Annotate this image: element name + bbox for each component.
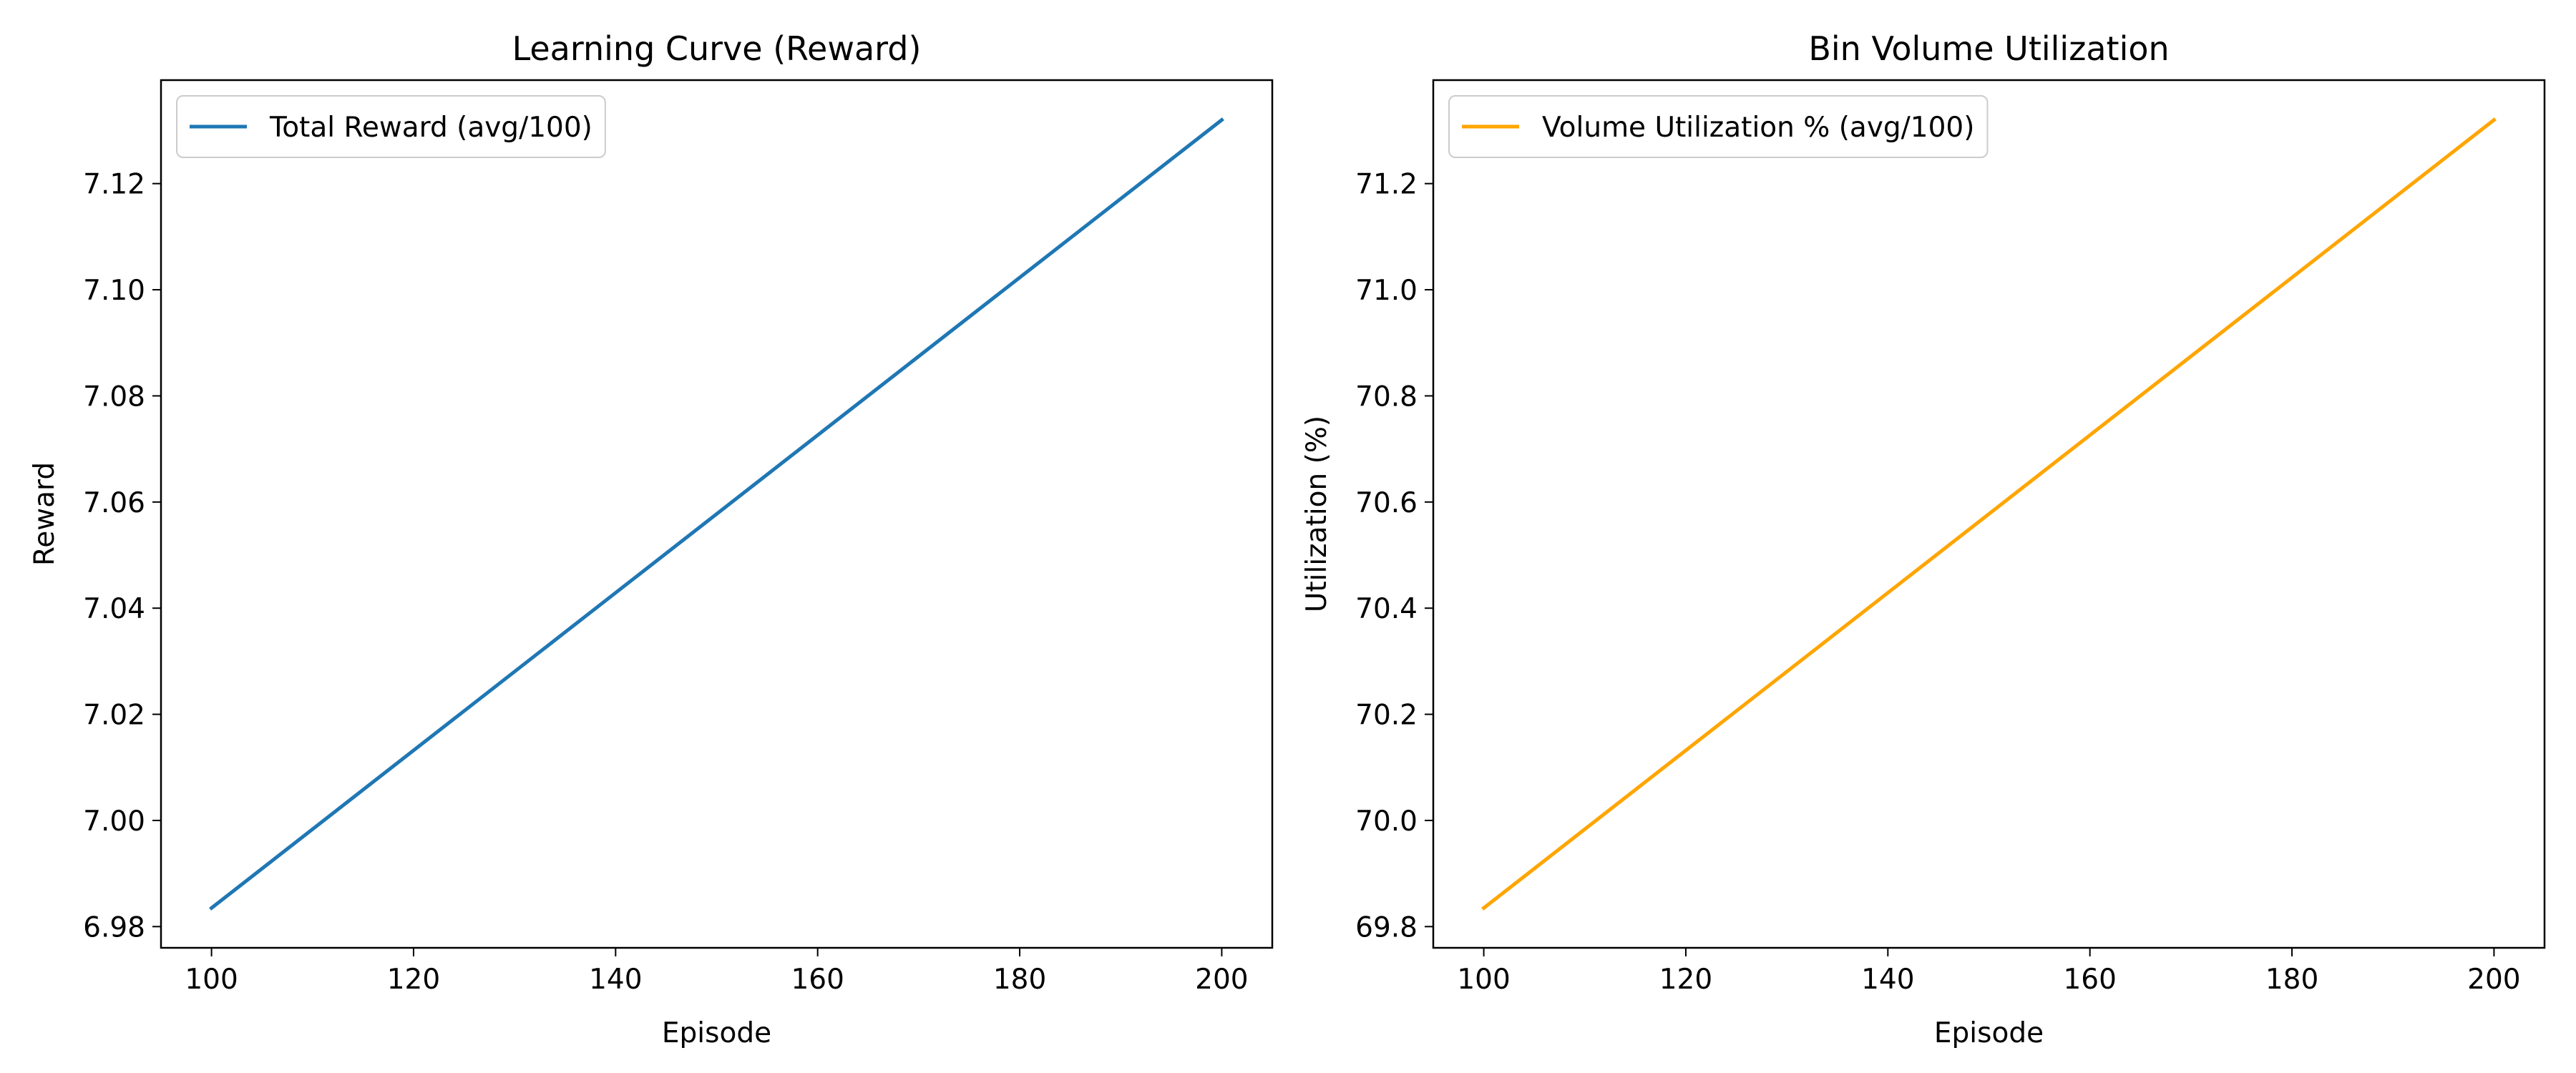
legend-box (176, 95, 606, 158)
y-tick-label: 7.02 (83, 700, 145, 732)
y-tick-label: 7.06 (83, 487, 145, 519)
y-tick-label: 71.2 (1355, 169, 1418, 201)
chart-title: Bin Volume Utilization (1808, 29, 2169, 68)
x-tick-label: 180 (993, 964, 1046, 996)
axes-frame (1432, 79, 2546, 949)
y-tick-label: 7.00 (83, 805, 145, 838)
y-tick-label: 70.8 (1355, 381, 1418, 413)
legend: Total Reward (avg/100) (176, 95, 606, 158)
series-line (209, 117, 1224, 911)
legend-label: Total Reward (avg/100) (269, 112, 592, 144)
x-tick-label: 200 (2467, 964, 2520, 996)
y-tick-label: 69.8 (1355, 911, 1418, 944)
x-tick-label: 160 (2063, 964, 2116, 996)
chart-2: Bin Volume Utilization 100 120 140 160 180 200… (1301, 29, 2546, 1049)
x-tick-label: 100 (185, 964, 238, 996)
y-tick-label: 70.6 (1355, 487, 1418, 519)
y-tick-label: 7.04 (83, 593, 145, 625)
x-tick-label: 120 (1659, 964, 1712, 996)
x-axis-label: Episode (662, 1017, 771, 1049)
y-axis-label: Utilization (%) (1301, 416, 1333, 612)
chart-1: Learning Curve (Reward) 100 120 140 160 180 20… (29, 29, 1274, 1049)
y-tick-label: 71.0 (1355, 275, 1418, 307)
y-tick-label: 6.98 (83, 911, 145, 944)
series-line (1481, 117, 2497, 911)
x-tick-label: 180 (2265, 964, 2318, 996)
x-tick-label: 140 (589, 964, 642, 996)
y-tick-label: 70.2 (1355, 700, 1418, 732)
x-tick-label: 140 (1861, 964, 1914, 996)
y-tick-label: 7.12 (83, 169, 145, 201)
y-tick-label: 7.10 (83, 275, 145, 307)
axes-frame (160, 79, 1274, 949)
x-tick-label: 100 (1457, 964, 1510, 996)
y-tick-label: 70.0 (1355, 805, 1418, 838)
legend-label: Volume Utilization % (avg/100) (1542, 112, 1974, 144)
x-tick-label: 120 (387, 964, 440, 996)
y-tick-label: 7.08 (83, 381, 145, 413)
y-axis-label: Reward (29, 462, 61, 566)
y-tick-label: 70.4 (1355, 593, 1418, 625)
x-tick-label: 200 (1195, 964, 1248, 996)
chart-title: Learning Curve (Reward) (512, 29, 922, 68)
legend-box (1448, 95, 1989, 158)
x-axis-label: Episode (1934, 1017, 2044, 1049)
x-tick-label: 160 (791, 964, 844, 996)
legend: Volume Utilization % (avg/100) (1448, 95, 1989, 158)
